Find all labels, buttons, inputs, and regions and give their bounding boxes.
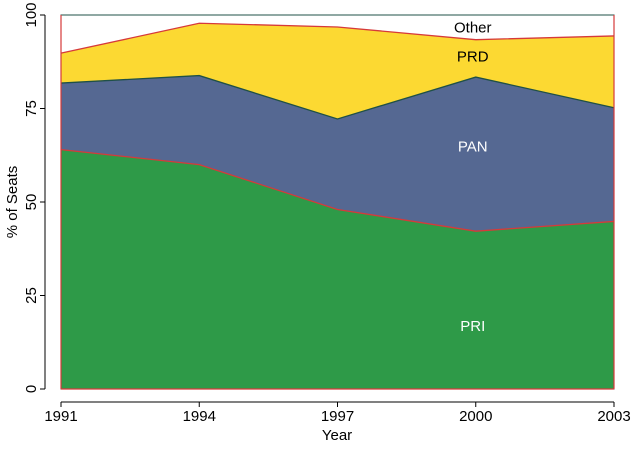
areas-layer — [60, 15, 615, 389]
area-pan — [61, 75, 614, 232]
y-tick-label: 25 — [23, 287, 40, 304]
frame-layer — [60, 14, 615, 390]
area-prd — [61, 23, 614, 119]
x-tick-label: 1991 — [44, 408, 77, 425]
x-tick-label: 1997 — [321, 408, 354, 425]
boundary-line-prd — [60, 22, 615, 54]
y-axis-title: % of Seats — [4, 166, 21, 239]
x-axis-title: Year — [322, 427, 352, 444]
axes-layer: 0 25 50 75 100 1991 1994 1997 2000 2003 — [23, 2, 631, 425]
area-pri — [61, 149, 614, 389]
x-tick-label: 2000 — [459, 408, 492, 425]
series-label-pan: PAN — [458, 138, 488, 155]
x-tick-label: 2003 — [597, 408, 630, 425]
x-tick-label: 1994 — [183, 408, 216, 425]
y-tick-label: 75 — [23, 100, 40, 117]
series-label-pri: PRI — [460, 318, 485, 335]
series-label-other: Other — [454, 19, 492, 36]
boundary-line-pri — [60, 148, 615, 232]
y-tick-label: 0 — [23, 385, 40, 393]
area-other — [61, 15, 614, 54]
y-tick-label: 50 — [23, 194, 40, 211]
labels-layer: PRI PAN PRD Other — [454, 19, 492, 335]
series-label-prd: PRD — [457, 49, 489, 66]
boundary-line-pan — [60, 74, 615, 120]
y-tick-label: 100 — [23, 2, 40, 27]
